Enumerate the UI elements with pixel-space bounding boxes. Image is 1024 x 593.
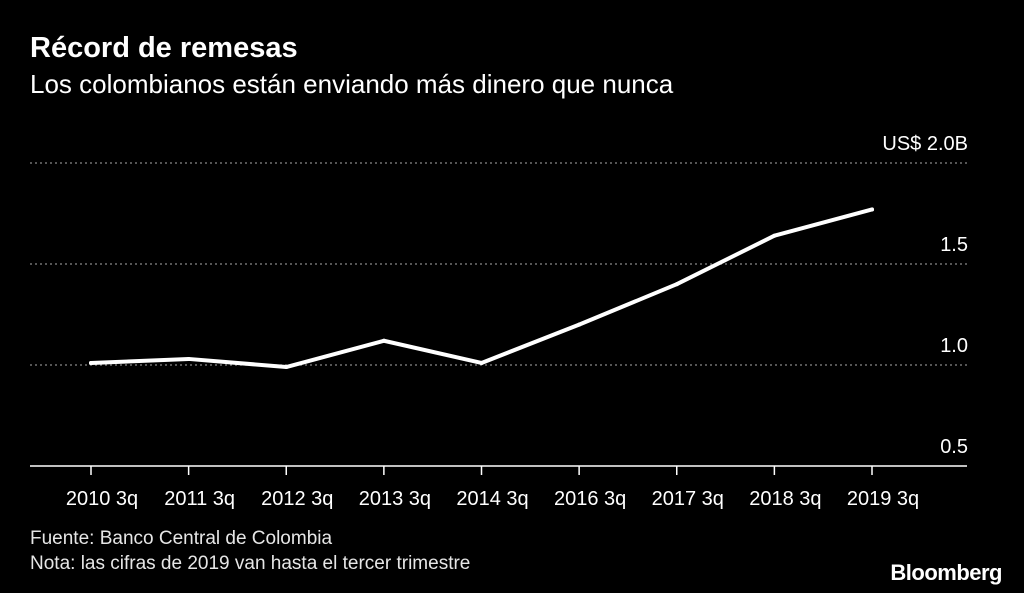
data-point: [284, 365, 289, 370]
x-tick-label: 2019 3q: [847, 488, 919, 510]
data-point: [89, 360, 93, 365]
bloomberg-logo: Bloomberg: [890, 560, 1002, 585]
x-tick-label: 2011 3q: [164, 488, 235, 510]
x-tick-label: 2010 3q: [66, 488, 138, 510]
x-tick-label: 2014 3q: [456, 488, 528, 510]
footnote: Nota: las cifras de 2019 van hasta el te…: [30, 553, 471, 574]
data-point: [381, 338, 386, 343]
x-tick-label: 2016 3q: [554, 488, 626, 510]
source-note: Fuente: Banco Central de Colombia: [30, 528, 333, 549]
data-point: [674, 282, 679, 287]
data-point: [772, 233, 777, 238]
y-tick-label: 1.0: [940, 335, 968, 357]
y-tick-label: 1.5: [940, 234, 968, 256]
chart-title: Récord de remesas: [30, 32, 298, 64]
data-point: [186, 356, 191, 361]
x-tick-label: 2018 3q: [749, 488, 821, 510]
data-point: [479, 360, 484, 365]
x-tick-label: 2017 3q: [652, 488, 724, 510]
series-line: [89, 207, 874, 370]
x-tick-label: 2013 3q: [359, 488, 431, 510]
data-point: [577, 322, 582, 327]
y-tick-label: US$ 2.0B: [882, 133, 968, 155]
y-tick-label: 0.5: [940, 436, 968, 458]
data-point: [870, 207, 874, 212]
x-tick-label: 2012 3q: [261, 488, 333, 510]
chart-subtitle: Los colombianos están enviando más diner…: [30, 69, 674, 99]
